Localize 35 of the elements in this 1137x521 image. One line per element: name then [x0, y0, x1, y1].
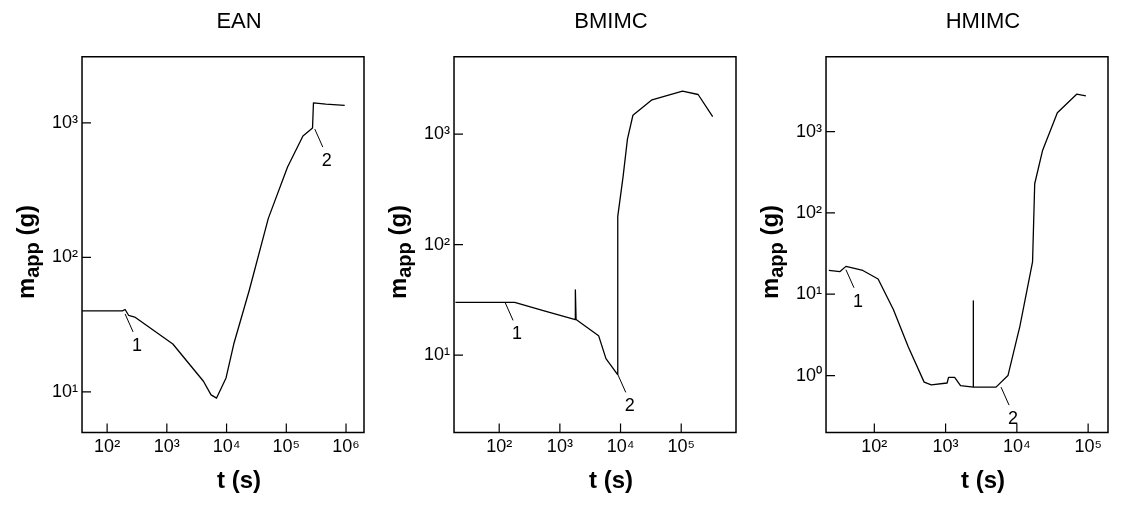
y-tick-label: 10²	[796, 201, 823, 222]
y-tick-label: 10³	[52, 111, 79, 132]
annotation: 2	[321, 150, 332, 171]
x-tick-label: 10⁴	[212, 436, 241, 457]
x-tick-label: 10⁴	[1002, 436, 1031, 457]
annotation: 1	[852, 290, 863, 311]
x-axis-title: t (s)	[216, 466, 262, 494]
y-tick-label: 10⁰	[795, 364, 823, 385]
y-tick-label: 10³	[796, 120, 823, 141]
chart-title: BMIMC	[573, 8, 649, 35]
annotation: 2	[1008, 408, 1019, 429]
y-tick-label: 10²	[424, 233, 451, 254]
x-tick-label: 10⁶	[332, 436, 360, 457]
y-tick-label: 10³	[424, 123, 451, 144]
x-tick-label: 10³	[932, 436, 959, 457]
x-tick-label: 10⁴	[606, 436, 635, 457]
chart-title: HMIMC	[944, 8, 1022, 35]
annotation: 1	[512, 323, 523, 344]
x-axis-title: t (s)	[960, 466, 1006, 494]
y-tick-label: 10¹	[796, 283, 823, 304]
x-tick-label: 10²	[94, 436, 121, 457]
y-tick-label: 10¹	[52, 380, 79, 401]
x-tick-label: 10³	[153, 436, 180, 457]
annotation: 1	[132, 334, 143, 355]
x-tick-label: 10⁵	[667, 436, 695, 457]
chart-title: EAN	[215, 8, 263, 35]
x-tick-label: 10⁵	[1074, 436, 1102, 457]
y-tick-label: 10²	[52, 246, 79, 267]
x-tick-label: 10²	[486, 436, 513, 457]
y-tick-label: 10¹	[424, 344, 451, 365]
annotation: 2	[624, 395, 635, 416]
x-axis-title: t (s)	[588, 466, 634, 494]
x-tick-label: 10²	[861, 436, 888, 457]
x-tick-label: 10⁵	[272, 436, 301, 457]
x-tick-label: 10³	[546, 436, 573, 457]
